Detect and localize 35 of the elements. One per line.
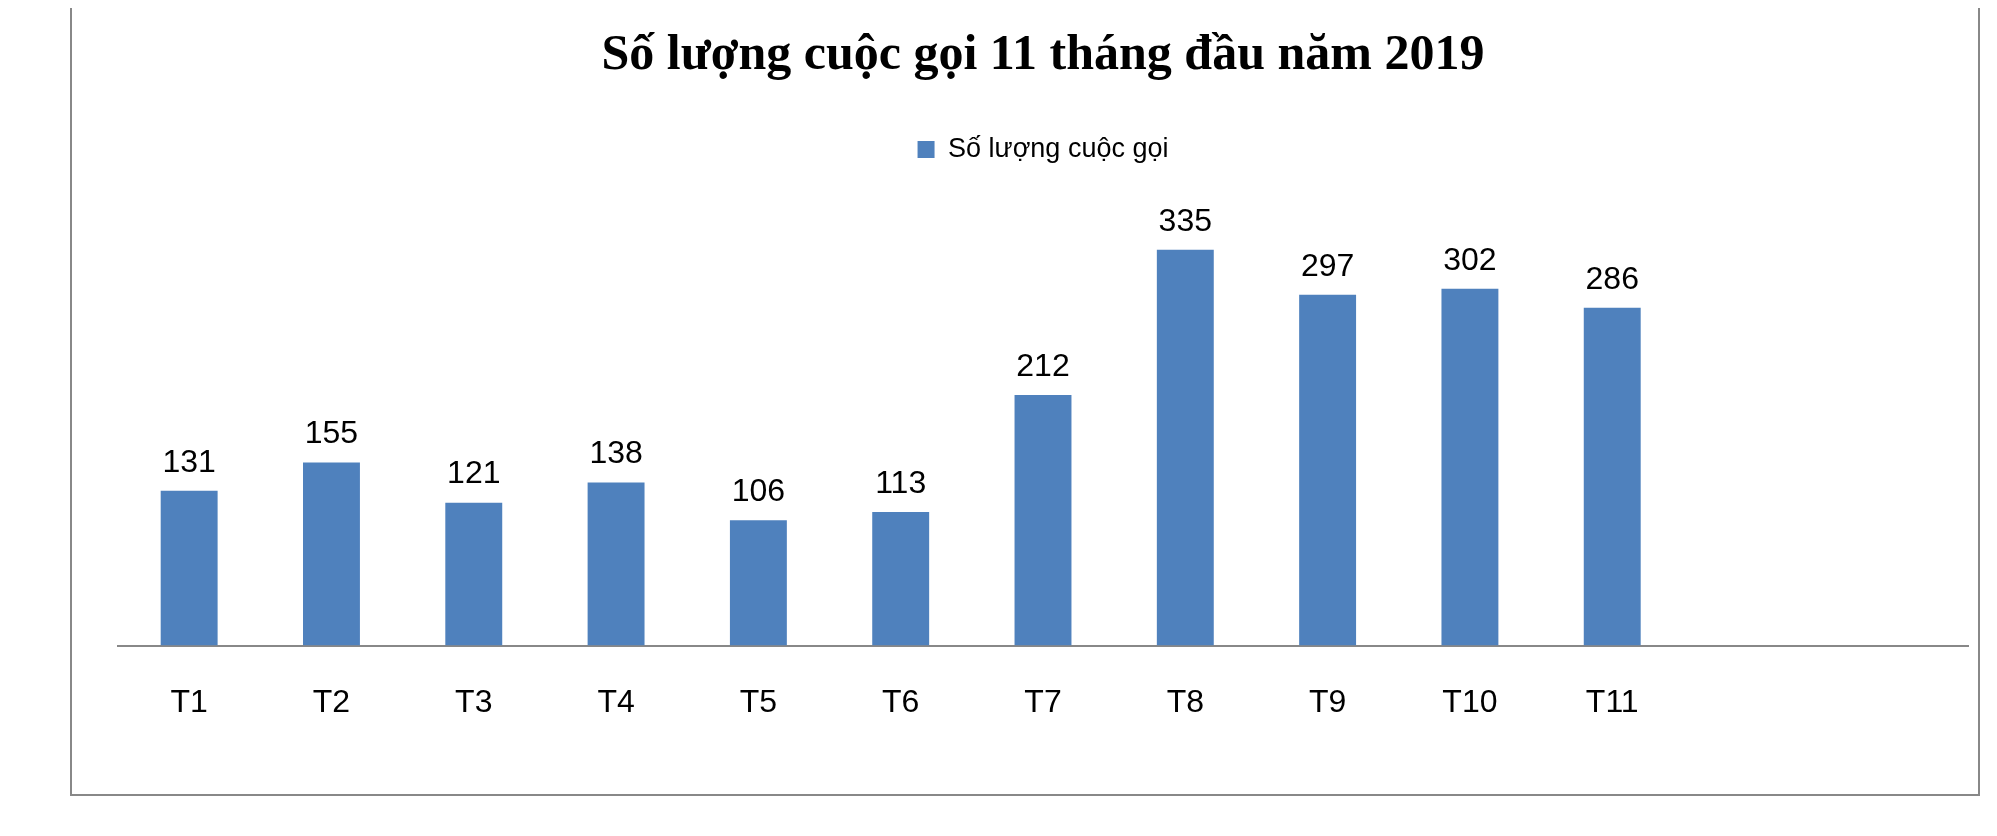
x-tick-label: T2 bbox=[312, 682, 351, 719]
chart-title: Số lượng cuộc gọi 11 tháng đầu năm 2019 bbox=[601, 23, 1485, 80]
data-label: 297 bbox=[1300, 246, 1355, 283]
bar bbox=[160, 490, 218, 646]
data-label: 121 bbox=[447, 454, 501, 491]
bar bbox=[1583, 307, 1641, 646]
bar bbox=[872, 512, 930, 646]
legend-label: Số lượng cuộc gọi bbox=[948, 132, 1169, 163]
data-label: 335 bbox=[1158, 201, 1212, 238]
x-tick-label: T9 bbox=[1308, 682, 1347, 719]
bar bbox=[1441, 288, 1499, 646]
x-tick-label: T6 bbox=[882, 682, 920, 719]
x-tick-label: T1 bbox=[170, 682, 208, 719]
data-label: 106 bbox=[731, 472, 786, 509]
data-label: 286 bbox=[1585, 259, 1639, 296]
bar bbox=[445, 502, 503, 646]
bar bbox=[1299, 294, 1357, 646]
x-tick-label: T7 bbox=[1024, 682, 1062, 719]
data-label: 138 bbox=[589, 434, 643, 471]
x-tick-label: T4 bbox=[597, 682, 635, 719]
data-label: 302 bbox=[1443, 240, 1497, 277]
data-label: 113 bbox=[875, 463, 927, 500]
x-tick-label: T8 bbox=[1166, 682, 1204, 719]
bar bbox=[1156, 249, 1214, 646]
bar bbox=[1014, 395, 1072, 646]
data-label: 212 bbox=[1016, 346, 1070, 383]
x-tick-label: T10 bbox=[1442, 682, 1498, 719]
data-label: 155 bbox=[304, 414, 359, 451]
bar bbox=[303, 462, 360, 646]
data-label: 131 bbox=[162, 442, 216, 479]
bar bbox=[587, 482, 645, 646]
x-tick-label: T11 bbox=[1585, 682, 1639, 719]
x-tick-label: T3 bbox=[455, 682, 493, 719]
bar bbox=[729, 520, 787, 646]
x-tick-label: T5 bbox=[739, 682, 778, 719]
